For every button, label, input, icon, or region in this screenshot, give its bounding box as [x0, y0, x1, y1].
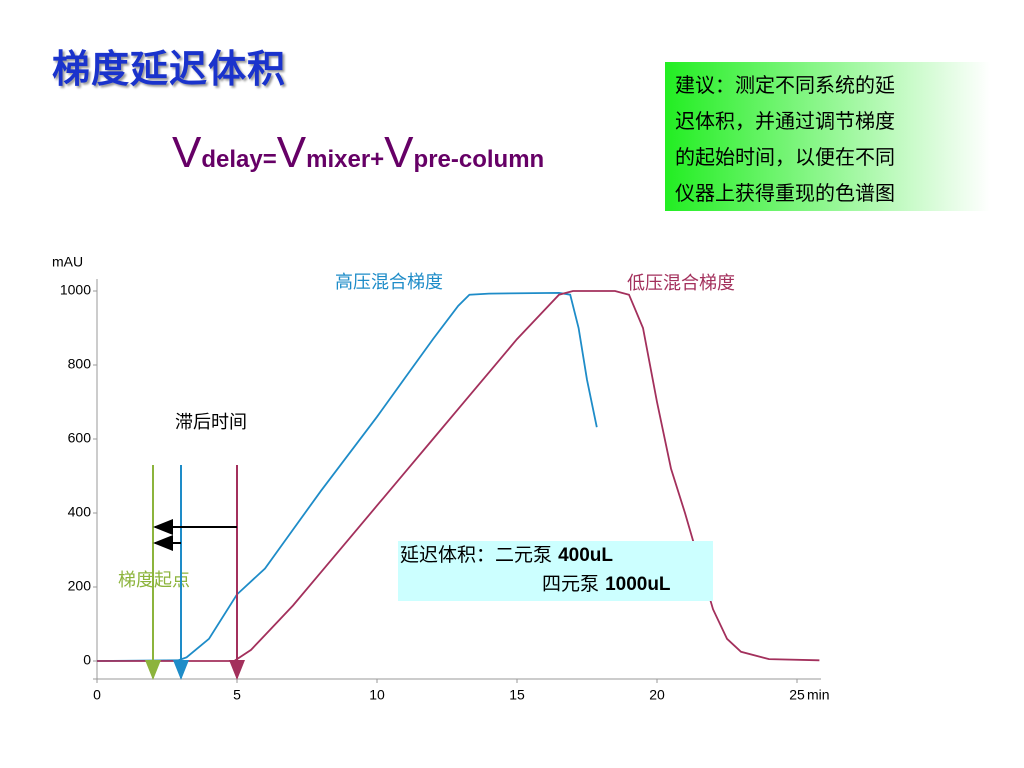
- y-tick-label: 200: [68, 578, 92, 594]
- note-line: 建议：测定不同系统的延: [675, 73, 895, 97]
- delay-line: 延迟体积：二元泵 400uL: [398, 541, 713, 570]
- note-line: 仪器上获得重现的色谱图: [675, 181, 895, 205]
- delay-label: 延迟体积：二元泵: [400, 544, 553, 566]
- x-tick-label: 20: [649, 687, 665, 703]
- slide-title: 梯度延迟体积: [52, 47, 287, 91]
- y-tick-label: 800: [68, 356, 92, 372]
- delay-line: 四元泵 1000uL: [398, 570, 713, 599]
- delay-value: 400uL: [558, 545, 613, 566]
- delay-box: 延迟体积：二元泵 400uL 四元泵 1000uL: [398, 541, 713, 601]
- x-tick-label: 15: [509, 687, 525, 703]
- formula-main: V: [384, 128, 414, 177]
- x-tick-label: 10: [369, 687, 385, 703]
- delay-value: 1000uL: [605, 574, 671, 595]
- series-label: 高压混合梯度: [335, 272, 443, 293]
- series-line: [97, 290, 820, 662]
- y-tick-label: 400: [68, 504, 92, 520]
- annotation: 滞后时间: [175, 412, 247, 433]
- formula-main: V: [172, 128, 202, 177]
- formula: Vdelay=Vmixer+Vpre-column: [172, 128, 544, 178]
- x-axis-label: min: [807, 687, 830, 703]
- delay-label: 四元泵: [542, 573, 600, 595]
- y-tick-label: 600: [68, 430, 92, 446]
- series-line: [96, 291, 598, 662]
- formula-sub: pre-column: [413, 146, 545, 173]
- y-axis-label: mAU: [52, 254, 83, 270]
- note-box: 建议：测定不同系统的延 迟体积，并通过调节梯度 的起始时间，以便在不同 仪器上获…: [665, 62, 990, 211]
- note-line: 迟体积，并通过调节梯度: [675, 109, 895, 133]
- y-tick-label: 1000: [60, 282, 91, 298]
- formula-sub: delay=: [201, 146, 277, 173]
- x-tick-label: 5: [233, 687, 241, 703]
- x-tick-label: 25: [789, 687, 805, 703]
- y-tick-label: 0: [83, 652, 91, 668]
- x-tick-label: 0: [93, 687, 101, 703]
- note-line: 的起始时间，以便在不同: [675, 145, 895, 169]
- formula-sub: mixer+: [306, 146, 385, 173]
- formula-main: V: [276, 128, 307, 177]
- series-label: 低压混合梯度: [627, 273, 735, 294]
